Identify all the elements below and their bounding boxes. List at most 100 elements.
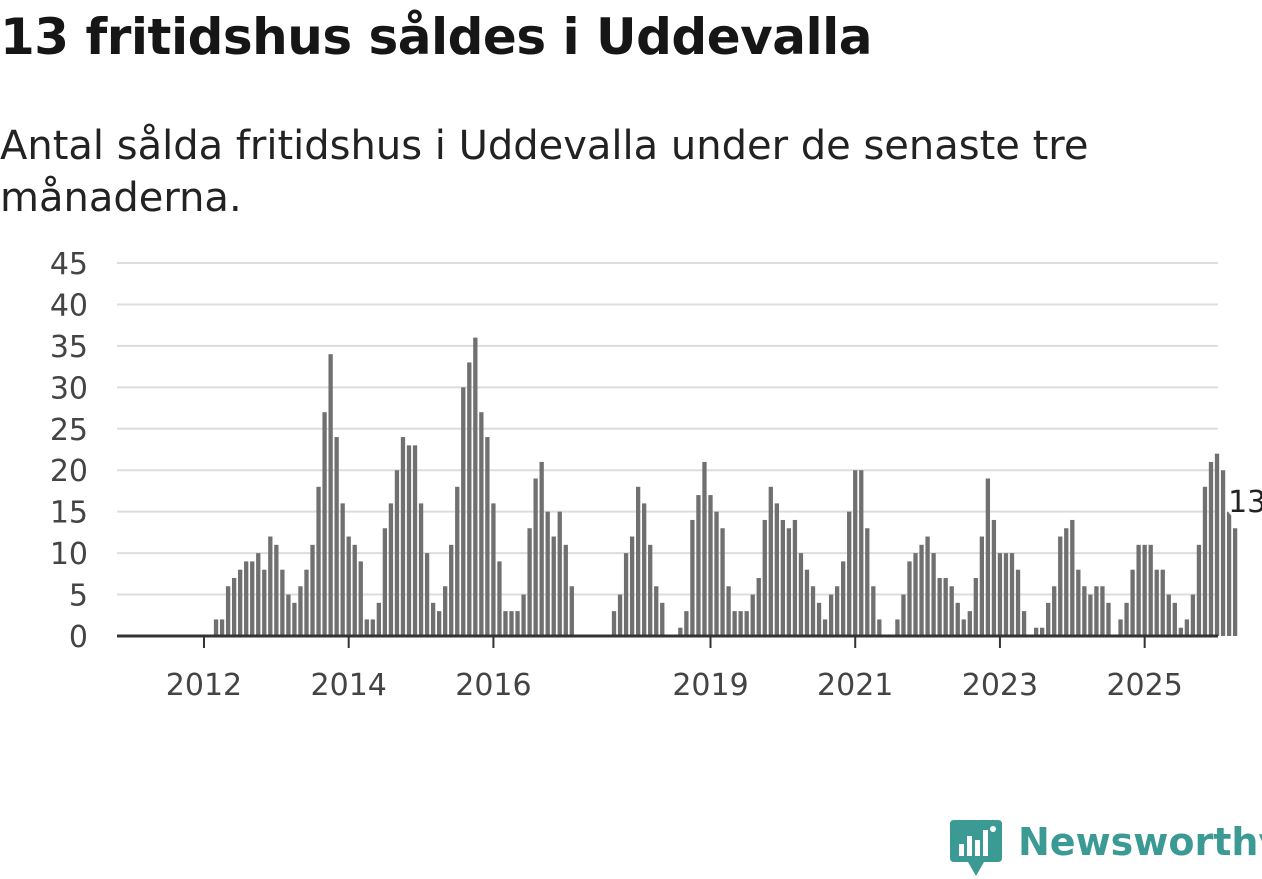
bar [551, 536, 556, 636]
newsworthy-logo: Newsworthy [950, 818, 1262, 878]
bar [443, 586, 448, 636]
bar [467, 362, 472, 636]
bar [943, 577, 948, 636]
bar [298, 586, 303, 636]
bar [316, 486, 321, 636]
bar [1003, 553, 1009, 636]
bar [708, 495, 713, 636]
bar [497, 561, 502, 636]
bar [1220, 470, 1226, 636]
bar [629, 536, 635, 636]
bar [1184, 619, 1190, 636]
bar [286, 594, 291, 636]
bar [1136, 544, 1141, 636]
bar [780, 519, 786, 636]
bar [1100, 586, 1105, 636]
bar [1046, 602, 1051, 636]
chart-title: 13 fritidshus såldes i Uddevalla [0, 8, 873, 66]
bar [1196, 544, 1202, 636]
bar [213, 619, 219, 636]
bar [400, 437, 406, 636]
bar [1160, 569, 1165, 636]
bar [256, 553, 261, 636]
bar [877, 619, 882, 636]
x-tick-label: 2021 [817, 668, 893, 703]
bar [726, 586, 731, 636]
bar [895, 619, 900, 636]
bar [907, 561, 912, 636]
bar [352, 544, 357, 636]
bar [949, 586, 954, 636]
bar [406, 445, 412, 636]
bar [1142, 544, 1147, 636]
bar [798, 553, 804, 636]
bar [527, 528, 532, 636]
bar [979, 536, 984, 636]
x-tick-label: 2019 [672, 668, 748, 703]
y-tick-label: 0 [69, 620, 88, 655]
bar [732, 611, 737, 636]
bar [611, 611, 617, 636]
bar [961, 619, 966, 636]
bar [244, 561, 249, 636]
bar [557, 511, 562, 636]
bar [1124, 602, 1129, 636]
bar [1130, 569, 1135, 636]
bar [1070, 519, 1075, 636]
bar [1166, 594, 1171, 636]
bar [642, 503, 647, 636]
bar [430, 602, 436, 636]
bar [219, 619, 225, 636]
bar [1148, 544, 1153, 636]
bar [238, 569, 243, 636]
bar [1015, 569, 1021, 636]
bar [1052, 586, 1057, 636]
bar [1009, 553, 1015, 636]
bar [750, 594, 755, 636]
bar [1202, 486, 1208, 636]
bar [250, 561, 255, 636]
bar [967, 611, 972, 636]
bar [1076, 569, 1081, 636]
bar [853, 470, 858, 636]
bar [1082, 586, 1087, 636]
bar [1232, 528, 1238, 636]
bar [623, 553, 629, 636]
bar [382, 528, 388, 636]
bar [280, 569, 285, 636]
bar [847, 511, 852, 636]
bar [617, 594, 623, 636]
bar [491, 503, 496, 636]
y-tick-label: 5 [69, 579, 88, 614]
x-tick-label: 2025 [1106, 668, 1182, 703]
bar [865, 528, 870, 636]
chart-subtitle: Antal sålda fritidshus i Uddevalla under… [0, 123, 1089, 221]
bar [738, 611, 743, 636]
bar [545, 511, 550, 636]
bar [756, 577, 761, 636]
bar [358, 561, 363, 636]
bar [304, 569, 309, 636]
x-tick-label: 2016 [455, 668, 531, 703]
bar [437, 611, 442, 636]
bar [461, 387, 466, 636]
bar [394, 470, 400, 636]
bar [834, 586, 840, 636]
y-tick-label: 15 [50, 496, 88, 531]
bar [1040, 627, 1045, 636]
bar [991, 519, 997, 636]
bar [424, 553, 430, 636]
bar [509, 611, 514, 636]
bar [997, 553, 1003, 636]
bar [919, 544, 924, 636]
bar [792, 519, 798, 636]
bar [828, 594, 834, 636]
newsworthy-logo-icon [950, 820, 1002, 876]
bar [678, 627, 683, 636]
bar [515, 611, 520, 636]
bar [913, 553, 918, 636]
bar [635, 486, 641, 636]
bar [334, 437, 339, 636]
bar [696, 495, 701, 636]
